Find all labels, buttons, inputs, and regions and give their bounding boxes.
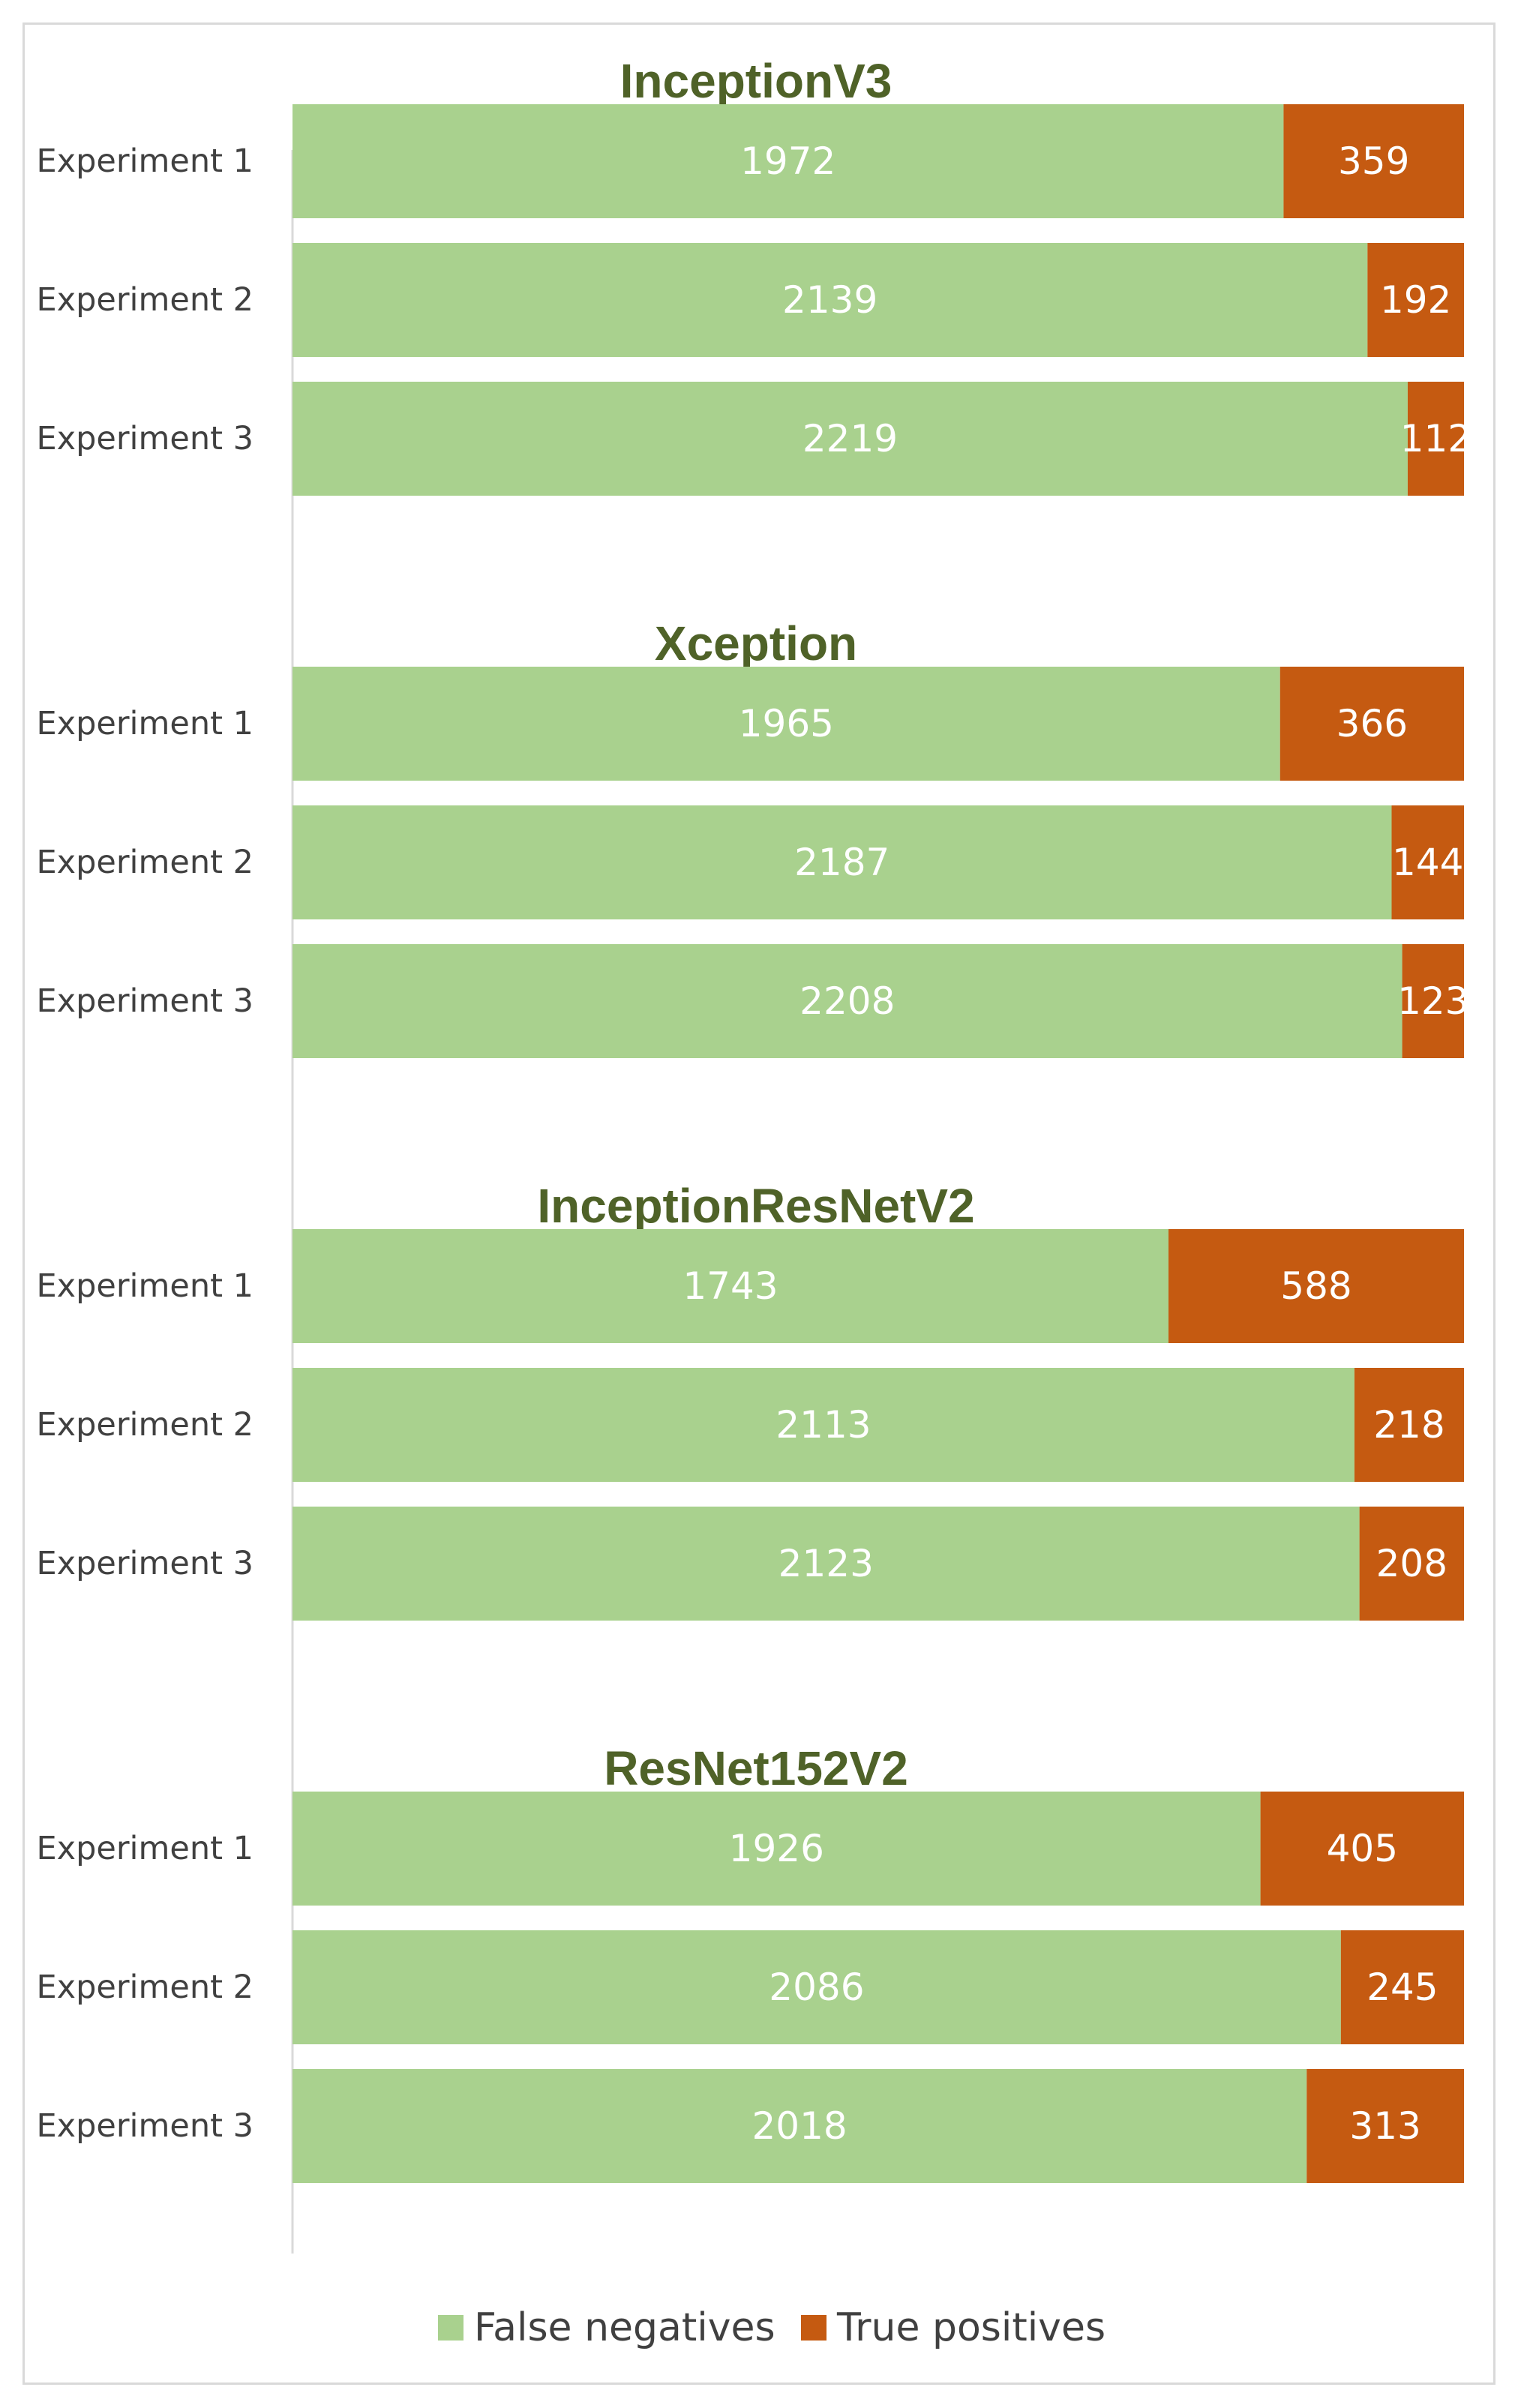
category-label: Experiment 3 (37, 982, 254, 1020)
data-label: 245 (1366, 1966, 1438, 2009)
bar-true-positives (1402, 944, 1464, 1058)
bar-false-negatives (292, 243, 1368, 357)
bar-true-positives (1340, 1930, 1464, 2044)
bar-false-negatives (292, 382, 1408, 496)
bar-false-negatives (292, 944, 1402, 1058)
data-label: 208 (1376, 1542, 1448, 1585)
category-label: Experiment 3 (37, 420, 254, 457)
bar-false-negatives (292, 667, 1280, 781)
data-label: 2113 (776, 1403, 871, 1447)
data-label: 359 (1338, 139, 1409, 183)
data-label: 1972 (740, 139, 836, 183)
legend-label: False negatives (474, 2305, 776, 2350)
panel-1: InceptionV3 Experiment 1 1972 359 Experiment… (37, 54, 1472, 496)
category-label: Experiment 1 (37, 1267, 254, 1305)
data-label: 218 (1373, 1403, 1444, 1447)
bar-true-positives (1367, 243, 1464, 357)
bar-true-positives (1306, 2069, 1464, 2183)
category-label: Experiment 3 (37, 1545, 254, 1582)
bar-true-positives (1354, 1368, 1464, 1482)
data-label: 2208 (800, 979, 895, 1023)
data-label: 2086 (769, 1966, 864, 2009)
bar-false-negatives (292, 1507, 1360, 1621)
category-label: Experiment 1 (37, 1830, 254, 1867)
panel-3: InceptionResNetV2 Experiment 1 1743 588 Expe… (37, 1179, 1464, 1621)
panel-title: ResNet152V2 (604, 1741, 908, 1795)
data-label: 144 (1392, 841, 1463, 884)
data-label: 366 (1336, 702, 1408, 745)
category-label: Experiment 2 (37, 281, 254, 319)
category-label: Experiment 1 (37, 705, 254, 742)
data-label: 2018 (752, 2104, 848, 2148)
legend-label: True positives (836, 2305, 1106, 2350)
data-label: 2187 (794, 841, 890, 884)
data-label: 2139 (782, 278, 878, 322)
data-label: 313 (1349, 2104, 1420, 2148)
legend-swatch-true-positives (801, 2315, 826, 2341)
category-label: Experiment 2 (37, 1406, 254, 1444)
bar-true-positives (1168, 1229, 1464, 1343)
bar-true-positives (1260, 1792, 1464, 1906)
category-label: Experiment 2 (37, 1969, 254, 2006)
panel-title: InceptionV3 (620, 54, 892, 108)
category-label: Experiment 3 (37, 2107, 254, 2145)
legend-swatch-false-negatives (438, 2315, 464, 2341)
panel-title: Xception (655, 616, 857, 670)
data-label: 123 (1397, 979, 1468, 1023)
bar-true-positives (1407, 382, 1464, 496)
bar-false-negatives (292, 1229, 1168, 1343)
bar-true-positives (1391, 805, 1464, 919)
data-label: 1926 (729, 1827, 824, 1870)
data-label: 112 (1400, 417, 1472, 460)
legend: False negatives True positives (438, 2305, 1106, 2350)
bar-true-positives (1283, 104, 1464, 218)
bar-false-negatives (292, 1368, 1354, 1482)
bar-true-positives (1280, 667, 1464, 781)
data-label: 2123 (778, 1542, 874, 1585)
panel-4: ResNet152V2 Experiment 1 1926 405 Experiment… (37, 1741, 1464, 2183)
data-label: 588 (1280, 1264, 1352, 1308)
data-label: 405 (1327, 1827, 1398, 1870)
bar-false-negatives (292, 104, 1284, 218)
bar-false-negatives (292, 1930, 1341, 2044)
category-label: Experiment 1 (37, 142, 254, 180)
panel-2: Xception Experiment 1 1965 366 Experiment 2 2… (37, 616, 1469, 1058)
category-label: Experiment 2 (37, 844, 254, 881)
data-label: 192 (1380, 278, 1451, 322)
bar-true-positives (1359, 1507, 1464, 1621)
bar-false-negatives (292, 1792, 1261, 1906)
data-label: 1743 (682, 1264, 778, 1308)
bar-false-negatives (292, 2069, 1307, 2183)
panel-title: InceptionResNetV2 (537, 1179, 974, 1233)
data-label: 1965 (739, 702, 834, 745)
data-label: 2219 (802, 417, 898, 460)
bar-false-negatives (292, 805, 1392, 919)
